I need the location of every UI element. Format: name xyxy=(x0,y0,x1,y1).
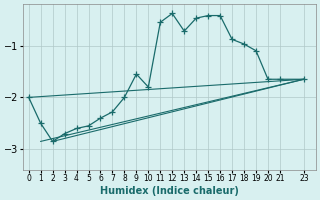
X-axis label: Humidex (Indice chaleur): Humidex (Indice chaleur) xyxy=(100,186,239,196)
